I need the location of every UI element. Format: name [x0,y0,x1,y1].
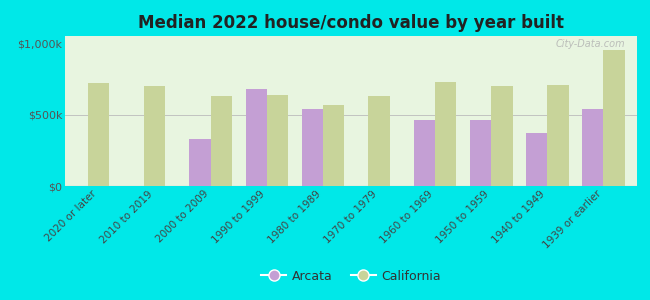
Bar [470,120,491,186]
Bar [414,120,435,186]
Bar [491,86,512,186]
Bar [144,86,165,186]
Text: City-Data.com: City-Data.com [556,39,625,49]
Bar [603,50,625,186]
Bar [211,96,232,186]
Bar [369,96,390,186]
Bar [88,83,109,186]
Bar [246,89,267,186]
Bar [323,105,345,186]
Title: Median 2022 house/condo value by year built: Median 2022 house/condo value by year bu… [138,14,564,32]
Legend: Arcata, California: Arcata, California [257,265,445,288]
Bar [302,109,323,186]
Bar [526,133,547,186]
Bar [190,139,211,186]
Bar [435,82,456,186]
Bar [582,109,603,186]
Bar [267,94,288,186]
Bar [547,85,569,186]
